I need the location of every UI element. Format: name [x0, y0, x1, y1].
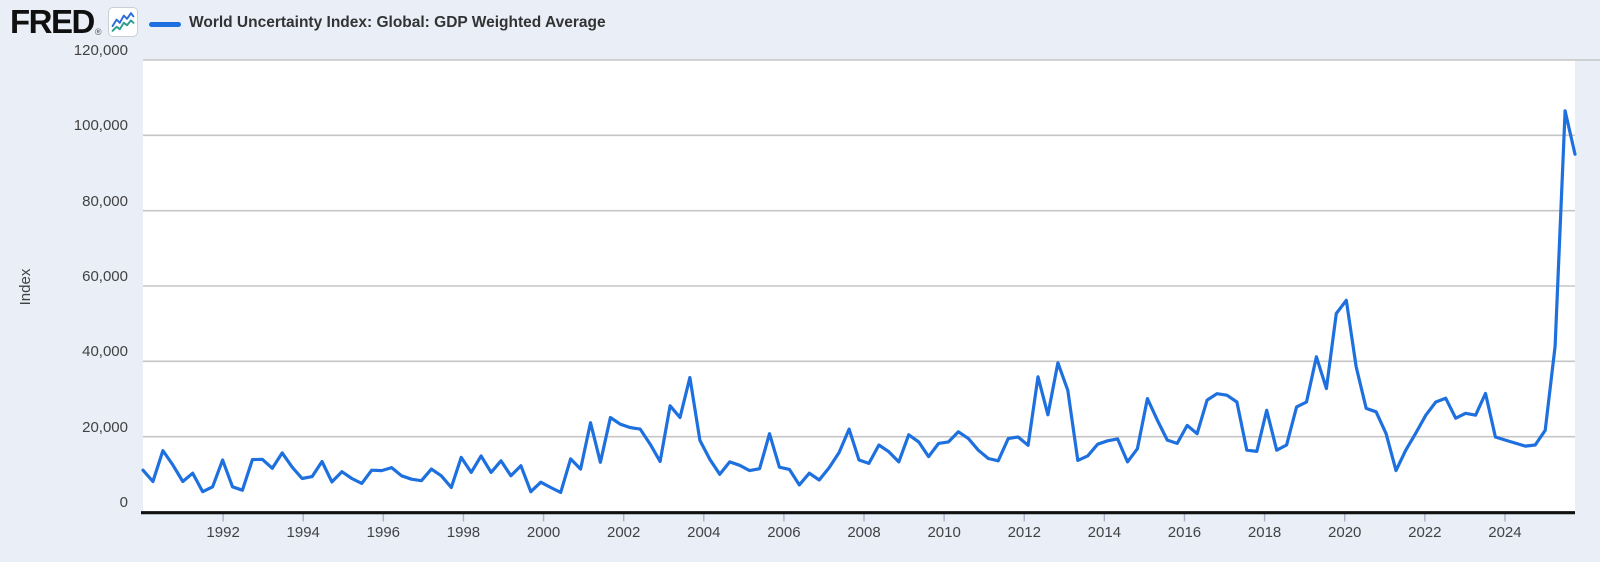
x-tick-label-2018: 2018 — [1247, 524, 1282, 541]
y-tick-label-120000: 120,000 — [73, 42, 128, 59]
x-tick-label-2012: 2012 — [1007, 524, 1041, 541]
x-tick-label-2004: 2004 — [687, 524, 721, 541]
x-tick-label-1994: 1994 — [286, 524, 320, 541]
fred-logo-chart-icon — [108, 7, 139, 37]
x-tick-label-2024: 2024 — [1488, 524, 1522, 541]
x-tick-label-2022: 2022 — [1408, 524, 1442, 541]
y-tick-label-60000: 60,000 — [82, 268, 128, 285]
x-tick-label-2002: 2002 — [606, 524, 641, 541]
legend-series-label[interactable]: World Uncertainty Index: Global: GDP Wei… — [189, 14, 606, 31]
plot-area[interactable] — [143, 60, 1575, 513]
sparkline-icon — [112, 12, 135, 32]
y-tick-label-100000: 100,000 — [73, 117, 128, 135]
chart-legend: World Uncertainty Index: Global: GDP Wei… — [149, 14, 606, 32]
x-tick-label-1992: 1992 — [206, 524, 240, 541]
fred-logo[interactable]: FRED ® — [10, 2, 139, 41]
y-tick-label-20000: 20,000 — [82, 418, 128, 436]
x-tick-label-2020: 2020 — [1328, 524, 1362, 541]
fred-logo-text: FRED — [10, 2, 95, 41]
x-tick-label-1996: 1996 — [366, 524, 401, 541]
registered-trademark: ® — [94, 27, 102, 37]
x-tick-label-2008: 2008 — [847, 524, 881, 541]
x-tick-label-2016: 2016 — [1167, 524, 1202, 541]
x-tick-label-2014: 2014 — [1087, 524, 1122, 541]
y-tick-label-40000: 40,000 — [82, 343, 128, 361]
y-tick-label-0: 0 — [119, 494, 128, 511]
x-tick-label-1998: 1998 — [446, 524, 481, 541]
legend-line-swatch — [149, 21, 181, 27]
y-tick-label-80000: 80,000 — [82, 192, 128, 210]
x-tick-label-2010: 2010 — [927, 524, 961, 541]
x-tick-label-2000: 2000 — [526, 524, 561, 541]
x-tick-label-2006: 2006 — [767, 524, 801, 541]
